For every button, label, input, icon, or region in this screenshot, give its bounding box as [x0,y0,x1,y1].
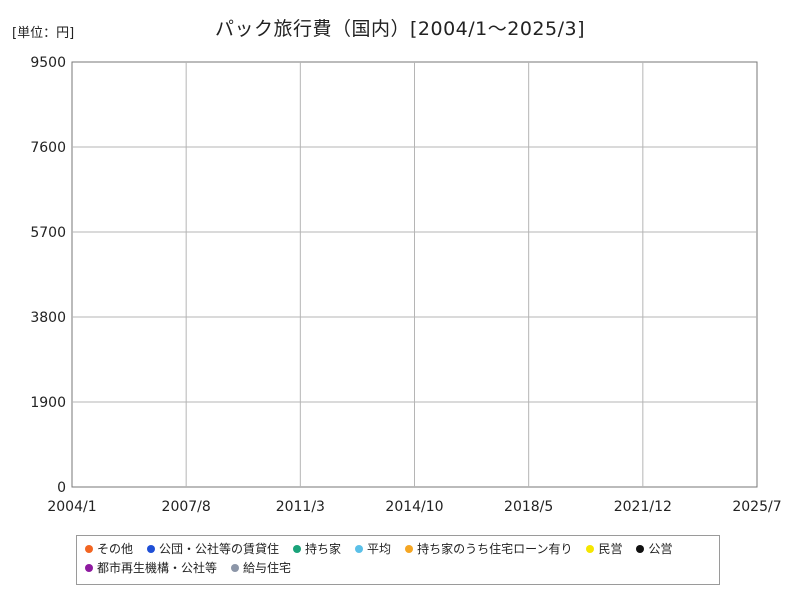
y-tick-label: 3800 [30,310,66,326]
legend-label: 公営 [648,542,673,556]
x-tick-label: 2025/7 [732,499,781,515]
legend-swatch [85,563,93,572]
legend-label: 都市再生機構・公社等 [97,561,218,575]
legend: その他 公団・公社等の賃貸住 持ち家 平均 持ち家のうち住宅ローン有り 民営 公営都市再生機… [76,535,720,585]
legend-row: その他 公団・公社等の賃貸住 持ち家 平均 持ち家のうち住宅ローン有り 民営 公営都市再生機… [85,540,711,576]
legend-label: 民営 [598,542,623,556]
x-tick-label: 2018/5 [504,499,553,515]
unit-label: [単位：円] [12,26,75,41]
legend-item: 給与住宅 [231,559,291,576]
chart-title: パック旅行費（国内）[2004/1～2025/3] [214,18,585,40]
x-tick-label: 2014/10 [385,499,443,515]
legend-item: 平均 [355,540,391,557]
legend-swatch [147,544,156,553]
legend-item: 公団・公社等の賃貸住 [147,540,279,557]
legend-label: 給与住宅 [243,561,292,575]
legend-swatch [586,544,595,553]
legend-label: その他 [97,542,134,556]
x-tick-label: 2021/12 [614,499,672,515]
x-tick-label: 2007/8 [162,499,211,515]
legend-swatch [85,544,93,553]
legend-swatch [405,544,414,553]
x-tick-label: 2004/1 [47,499,96,515]
legend-item: 公営 [636,540,673,557]
legend-label: 持ち家 [305,542,342,556]
legend-label: 公団・公社等の賃貸住 [159,542,280,556]
y-tick-label: 7600 [30,140,66,156]
y-tick-label: 0 [57,480,66,496]
legend-swatch [293,544,302,553]
legend-item: 持ち家 [293,540,341,557]
y-tick-label: 1900 [30,395,66,411]
legend-swatch [355,544,364,553]
legend-swatch [231,563,240,572]
legend-item: 持ち家のうち住宅ローン有り [405,540,572,557]
legend-item: その他 [85,540,133,557]
legend-label: 持ち家のうち住宅ローン有り [417,542,573,556]
legend-item: 民営 [586,540,622,557]
legend-swatch [636,544,645,553]
legend-label: 平均 [367,542,392,556]
legend-item: 都市再生機構・公社等 [85,559,217,576]
y-tick-label: 9500 [30,55,66,71]
x-tick-label: 2011/3 [276,499,325,515]
y-tick-label: 5700 [30,225,66,241]
